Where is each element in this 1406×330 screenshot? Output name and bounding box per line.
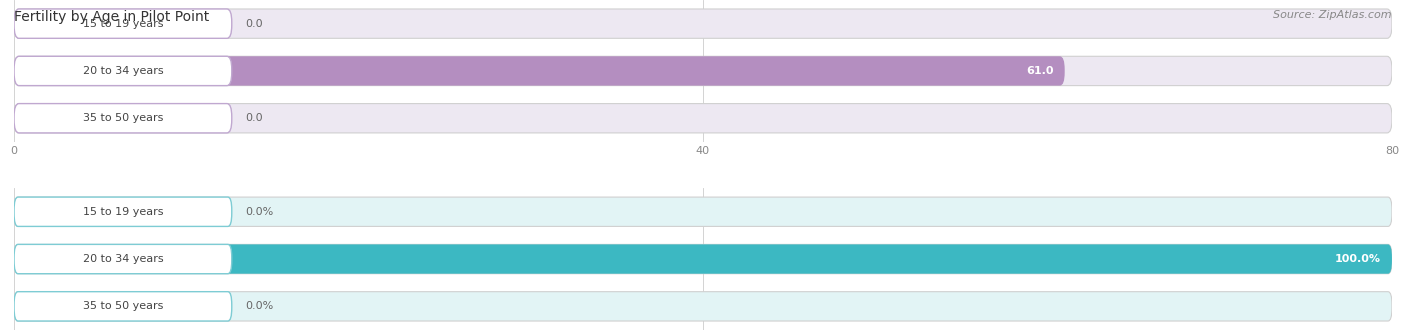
FancyBboxPatch shape	[14, 245, 1392, 274]
Text: Source: ZipAtlas.com: Source: ZipAtlas.com	[1274, 10, 1392, 20]
FancyBboxPatch shape	[14, 56, 1392, 85]
Text: 61.0: 61.0	[1026, 66, 1053, 76]
FancyBboxPatch shape	[14, 197, 1392, 226]
Text: 100.0%: 100.0%	[1334, 254, 1381, 264]
FancyBboxPatch shape	[14, 292, 1392, 321]
FancyBboxPatch shape	[14, 56, 232, 85]
Text: 15 to 19 years: 15 to 19 years	[83, 19, 163, 29]
FancyBboxPatch shape	[14, 9, 232, 38]
FancyBboxPatch shape	[14, 245, 232, 274]
FancyBboxPatch shape	[14, 197, 232, 226]
Text: 35 to 50 years: 35 to 50 years	[83, 301, 163, 311]
Text: Fertility by Age in Pilot Point: Fertility by Age in Pilot Point	[14, 10, 209, 24]
FancyBboxPatch shape	[14, 104, 232, 133]
FancyBboxPatch shape	[14, 292, 232, 321]
Text: 20 to 34 years: 20 to 34 years	[83, 66, 163, 76]
Text: 0.0: 0.0	[246, 113, 263, 123]
Text: 15 to 19 years: 15 to 19 years	[83, 207, 163, 217]
FancyBboxPatch shape	[14, 56, 1064, 85]
FancyBboxPatch shape	[14, 104, 1392, 133]
Text: 0.0%: 0.0%	[246, 207, 274, 217]
Text: 35 to 50 years: 35 to 50 years	[83, 113, 163, 123]
Text: 0.0%: 0.0%	[246, 301, 274, 311]
FancyBboxPatch shape	[14, 9, 1392, 38]
Text: 0.0: 0.0	[246, 19, 263, 29]
Text: 20 to 34 years: 20 to 34 years	[83, 254, 163, 264]
FancyBboxPatch shape	[14, 245, 1392, 274]
